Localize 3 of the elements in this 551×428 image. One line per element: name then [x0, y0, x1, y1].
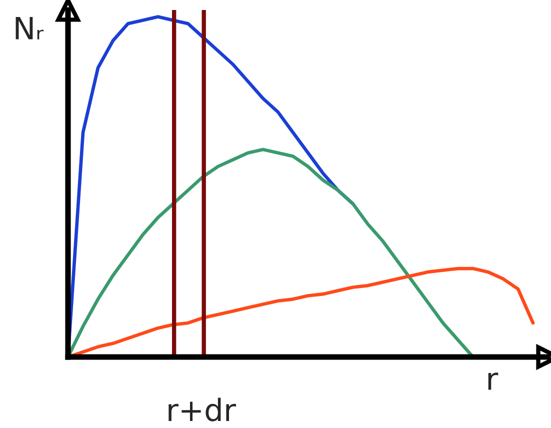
y-axis-title: Nᵣ [16, 16, 44, 40]
text: r+dr [168, 398, 236, 422]
x-axis-title: r [488, 372, 498, 390]
